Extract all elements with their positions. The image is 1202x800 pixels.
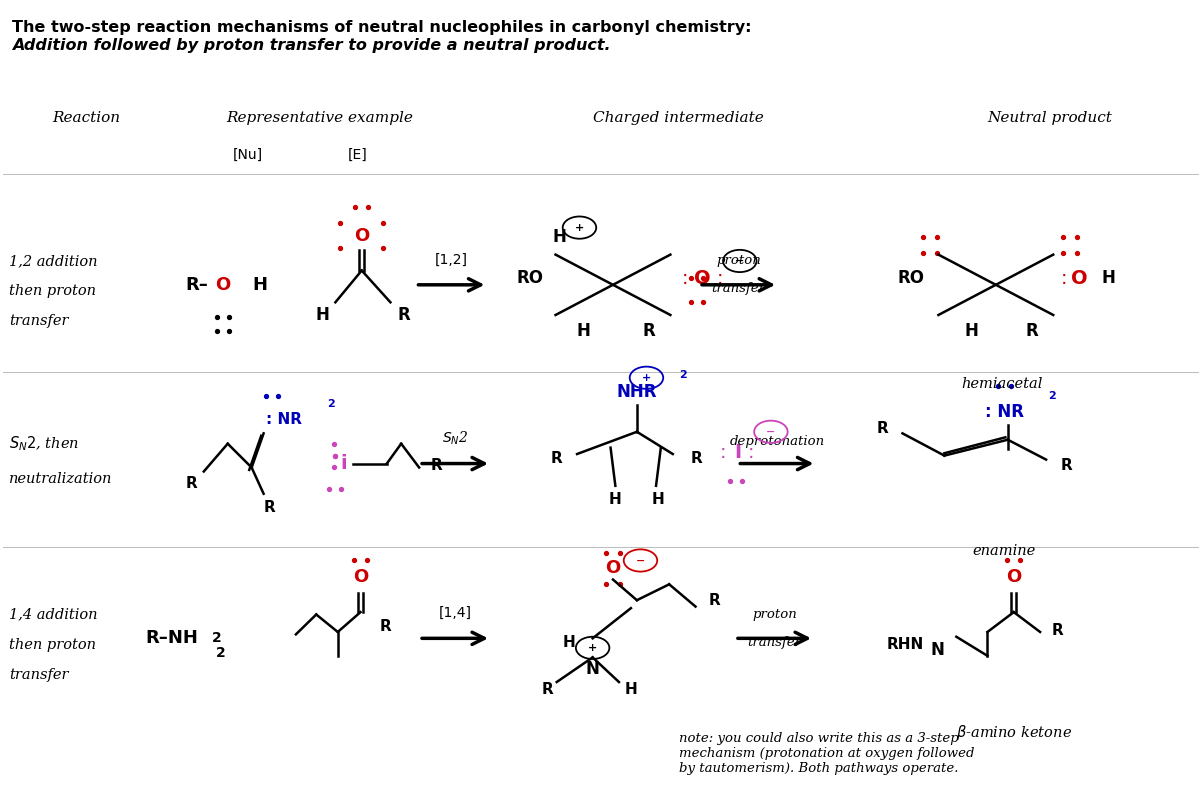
Text: −: − <box>636 555 645 566</box>
Text: R: R <box>1052 623 1064 638</box>
Text: 2: 2 <box>215 646 226 660</box>
Text: H: H <box>315 306 329 324</box>
Text: :: : <box>682 269 689 288</box>
Text: hemiacetal: hemiacetal <box>962 377 1042 391</box>
Text: H: H <box>576 322 590 340</box>
Text: R: R <box>551 451 563 466</box>
Text: O: O <box>1071 269 1088 288</box>
Text: 2: 2 <box>679 370 686 379</box>
Text: O: O <box>353 568 368 586</box>
Text: $\beta$-amino ketone: $\beta$-amino ketone <box>956 722 1072 742</box>
Text: O: O <box>695 269 712 288</box>
Text: Representative example: Representative example <box>226 111 413 125</box>
Text: then proton: then proton <box>8 284 96 298</box>
Text: [1,4]: [1,4] <box>439 606 471 620</box>
Text: deprotonation: deprotonation <box>730 435 825 448</box>
Text: :: : <box>720 443 727 462</box>
Text: R–NH: R–NH <box>145 630 198 647</box>
Text: R: R <box>643 322 655 340</box>
Text: +: + <box>642 373 651 382</box>
Text: i: i <box>340 454 347 473</box>
Text: RHN: RHN <box>887 637 924 652</box>
Text: I: I <box>734 443 740 462</box>
Text: H: H <box>252 276 268 294</box>
Text: 1,4 addition: 1,4 addition <box>8 607 97 622</box>
Text: $S_N2$, then: $S_N2$, then <box>8 434 79 453</box>
Text: transfer: transfer <box>8 314 69 328</box>
Text: H: H <box>609 492 621 507</box>
Text: then proton: then proton <box>8 638 96 652</box>
Text: note: you could also write this as a 3-step
mechanism (protonation at oxygen fol: note: you could also write this as a 3-s… <box>679 732 975 775</box>
Text: RO: RO <box>897 270 924 287</box>
Text: H: H <box>563 635 575 650</box>
Text: [E]: [E] <box>349 148 368 162</box>
Text: +: + <box>588 643 597 653</box>
Text: −: − <box>766 426 775 437</box>
Text: R: R <box>691 451 702 466</box>
Text: :: : <box>718 269 724 288</box>
Text: transfer: transfer <box>748 636 802 649</box>
Text: H: H <box>1101 270 1115 287</box>
Text: 2: 2 <box>327 399 335 409</box>
Text: Addition followed by proton transfer to provide a neutral product.: Addition followed by proton transfer to … <box>12 38 611 53</box>
Text: 2: 2 <box>1048 391 1057 401</box>
Text: H: H <box>965 322 978 340</box>
Text: :: : <box>1061 269 1067 288</box>
Text: O: O <box>1006 568 1022 586</box>
Text: H: H <box>552 228 566 246</box>
Text: transfer: transfer <box>8 668 69 682</box>
Text: [Nu]: [Nu] <box>233 148 263 162</box>
Text: The two-step reaction mechanisms of neutral nucleophiles in carbonyl chemistry:: The two-step reaction mechanisms of neut… <box>12 20 751 35</box>
Text: R: R <box>709 593 720 608</box>
Text: R: R <box>397 306 410 324</box>
Text: R: R <box>541 682 553 698</box>
Text: [1,2]: [1,2] <box>435 252 468 266</box>
Text: Reaction: Reaction <box>53 111 120 125</box>
Text: R: R <box>1025 322 1039 340</box>
Text: transfer: transfer <box>712 282 766 295</box>
Text: N: N <box>930 642 945 659</box>
Text: −: − <box>736 256 744 266</box>
Text: R: R <box>263 500 275 514</box>
Text: Charged intermediate: Charged intermediate <box>594 111 764 125</box>
Text: H: H <box>651 492 665 507</box>
Text: NHR: NHR <box>617 383 657 401</box>
Text: :: : <box>748 443 755 462</box>
Text: enamine: enamine <box>972 544 1036 558</box>
Text: RO: RO <box>517 270 543 287</box>
Text: : NR: : NR <box>984 403 1024 421</box>
Text: R: R <box>186 476 197 491</box>
Text: O: O <box>606 559 620 578</box>
Text: Neutral product: Neutral product <box>987 111 1112 125</box>
Text: proton: proton <box>716 254 761 267</box>
Text: $S_N$2: $S_N$2 <box>442 430 469 447</box>
Text: 2: 2 <box>213 631 222 646</box>
Text: proton: proton <box>752 608 797 621</box>
Text: R: R <box>1060 458 1072 473</box>
Text: : NR: : NR <box>266 412 302 427</box>
Text: R: R <box>380 619 392 634</box>
Text: 1,2 addition: 1,2 addition <box>8 254 97 268</box>
Text: R: R <box>432 458 442 473</box>
Text: neutralization: neutralization <box>8 473 112 486</box>
Text: H: H <box>625 682 637 698</box>
Text: N: N <box>585 659 600 678</box>
Text: +: + <box>575 222 584 233</box>
Text: R: R <box>876 421 888 436</box>
Text: O: O <box>355 226 369 245</box>
Text: R–: R– <box>185 276 209 294</box>
Text: O: O <box>215 276 231 294</box>
